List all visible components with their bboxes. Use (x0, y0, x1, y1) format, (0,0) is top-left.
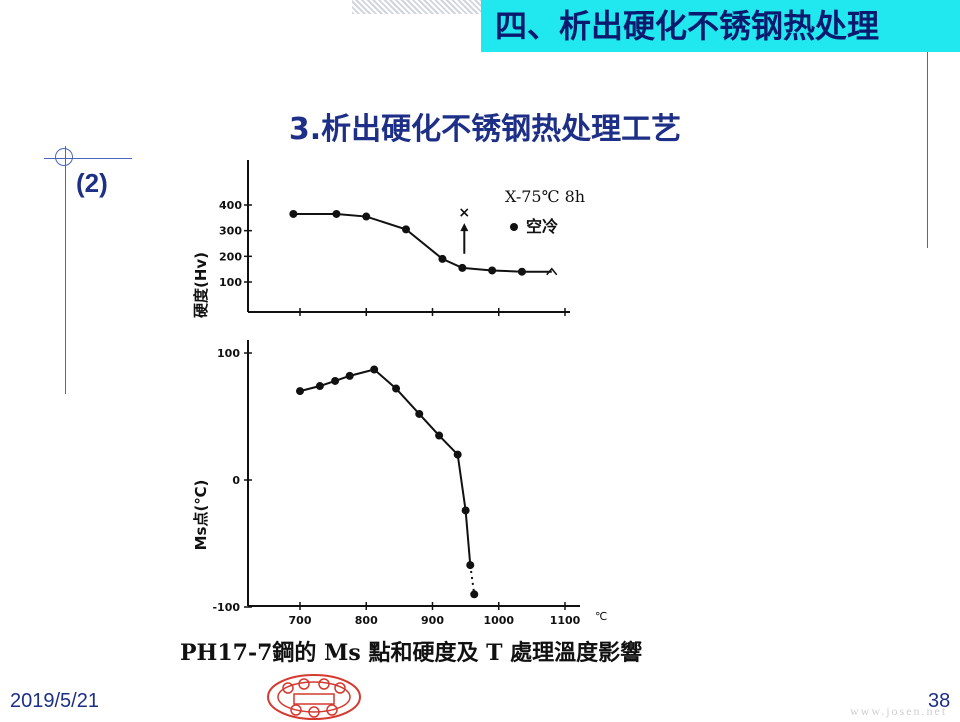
slide-subtitle: 3.析出硬化不锈钢热处理工艺 (288, 112, 682, 147)
ms-y-tick-label: -100 (212, 601, 240, 614)
legend-label-1: X-75℃ 8h (505, 187, 585, 206)
hardness-y-label: 硬度(Hv) (192, 252, 210, 318)
left-divider-horizontal (44, 158, 132, 159)
ms-point (296, 387, 304, 396)
ms-point (470, 590, 479, 599)
hardness-point (362, 212, 371, 221)
right-divider (927, 52, 928, 248)
footer-date: 2019/5/21 (10, 690, 99, 712)
watermark: www.josen.net (850, 704, 948, 718)
item-marker: (2) (76, 168, 108, 198)
ms-x-tick-label: 1000 (483, 614, 514, 627)
hardness-point (402, 225, 410, 234)
ms-series-line (299, 368, 472, 566)
page-number: 38 (928, 690, 951, 712)
hardness-point (332, 209, 341, 218)
hardness-y-tick-label: 400 (219, 199, 242, 212)
ms-point (415, 409, 424, 418)
hardness-point (488, 266, 497, 275)
hardness-y-tick-label: 300 (219, 225, 242, 238)
ms-point (392, 384, 401, 393)
section-header: 四、析出硬化不锈钢热处理 (481, 0, 960, 52)
ms-point (331, 376, 340, 385)
annotation-x-mark: × (458, 205, 470, 221)
hardness-y-tick-label: 100 (219, 276, 242, 289)
chart: 100 200 300 400 硬度(Hv) × X-75℃ 8h 空冷 -100 0 100 700… (180, 160, 642, 666)
labels-layer: 100 200 300 400 硬度(Hv) × X-75℃ 8h 空冷 -100 0 100 700… (180, 187, 642, 666)
hardness-point (289, 209, 298, 218)
hardness-series-line (293, 212, 552, 273)
annotation-arrow-head (460, 223, 469, 232)
ms-point (461, 506, 470, 515)
legend-dot-marker (510, 223, 518, 231)
marks-layer (289, 209, 558, 599)
ms-x-tick-label: 1100 (550, 614, 581, 627)
ms-x-tick-label: 900 (421, 614, 444, 627)
ms-point (370, 365, 379, 374)
left-divider-vertical (65, 146, 66, 394)
ms-y-tick-label: 100 (217, 347, 240, 360)
legend-label-2: 空冷 (526, 217, 558, 236)
ms-x-unit: ℃ (595, 610, 607, 623)
ms-point (453, 450, 462, 459)
hardness-point (438, 254, 447, 263)
ms-point (315, 382, 324, 391)
ms-y-tick-label: 0 (232, 474, 240, 487)
ms-x-tick-label: 800 (355, 614, 378, 627)
header-pattern (352, 0, 482, 14)
chart-caption: PH17-7鋼的 Ms 點和硬度及 T 處理溫度影響 (180, 640, 642, 666)
axes-layer (244, 160, 580, 610)
crosshair-icon (55, 148, 73, 166)
school-logo (267, 674, 361, 720)
ms-point (466, 561, 475, 570)
ms-x-tick-label: 700 (289, 614, 312, 627)
hardness-y-tick-label: 200 (219, 250, 242, 263)
ms-y-label: Ms点(℃) (192, 480, 210, 551)
hardness-end-mark (546, 267, 558, 276)
hardness-point (458, 263, 467, 272)
ms-series-dotted-tail (469, 564, 476, 595)
hardness-point (517, 267, 526, 276)
ms-point (435, 431, 444, 440)
ms-point (345, 371, 354, 380)
